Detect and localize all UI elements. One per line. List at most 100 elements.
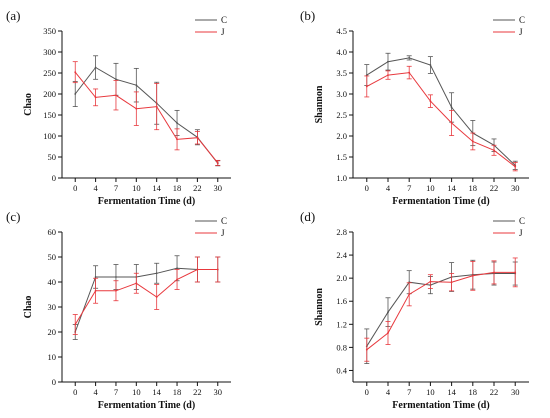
y-tick-label: 30 xyxy=(48,302,57,312)
data-point xyxy=(216,161,219,164)
data-point xyxy=(450,106,453,109)
y-tick-label: 300 xyxy=(43,47,56,57)
x-tick-label: 14 xyxy=(447,183,456,193)
data-point xyxy=(115,276,117,278)
x-tick-label: 0 xyxy=(73,183,77,193)
y-tick-label: 2.8 xyxy=(336,227,347,237)
y-axis-title: Chao xyxy=(23,296,34,319)
legend-label-C: C xyxy=(221,216,227,226)
x-tick-label: 18 xyxy=(173,387,182,397)
x-tick-label: 10 xyxy=(426,387,435,397)
x-tick-label: 0 xyxy=(365,387,369,397)
x-tick-label: 0 xyxy=(73,387,77,397)
x-tick-label: 30 xyxy=(511,387,520,397)
data-point xyxy=(115,78,117,81)
data-point xyxy=(429,64,432,66)
data-point xyxy=(74,71,77,74)
legend: CJ xyxy=(493,15,525,37)
data-point xyxy=(115,94,117,97)
data-point xyxy=(365,85,368,88)
data-point xyxy=(135,107,138,110)
x-axis-title: Fermentation Time (d) xyxy=(98,196,195,207)
data-point xyxy=(471,140,474,143)
x-tick-label: 4 xyxy=(386,183,391,193)
y-tick-label: 2.5 xyxy=(336,110,347,120)
legend-label-J: J xyxy=(221,228,225,238)
x-tick-label: 22 xyxy=(193,387,202,397)
x-tick-label: 30 xyxy=(214,387,223,397)
series-line xyxy=(74,267,218,333)
legend: CJ xyxy=(195,216,227,238)
x-tick-label: 10 xyxy=(132,183,141,193)
y-tick-label: 150 xyxy=(43,110,56,120)
data-point xyxy=(94,289,97,292)
data-point xyxy=(429,280,432,283)
data-point xyxy=(216,268,219,271)
y-tick-label: 250 xyxy=(43,68,56,78)
data-point xyxy=(176,267,178,270)
legend-label-C: C xyxy=(519,15,525,25)
y-tick-label: 20 xyxy=(48,327,57,337)
data-point xyxy=(155,272,158,275)
data-point xyxy=(155,296,158,298)
data-point xyxy=(155,105,158,108)
legend-label-C: C xyxy=(221,15,227,25)
series-line xyxy=(74,71,219,164)
panel-label: (b) xyxy=(300,8,315,23)
y-tick-label: 4.0 xyxy=(336,47,347,57)
data-point xyxy=(176,278,178,281)
series-line xyxy=(366,57,516,166)
data-point xyxy=(196,268,199,271)
y-tick-label: 0.8 xyxy=(336,342,347,352)
data-point xyxy=(514,165,517,168)
x-axis-title: Fermentation Time (d) xyxy=(392,400,489,411)
y-tick-label: 3.0 xyxy=(336,89,347,99)
y-tick-label: 1.6 xyxy=(336,296,347,306)
x-tick-label: 7 xyxy=(407,387,411,397)
x-tick-label: 22 xyxy=(490,387,499,397)
series-C xyxy=(72,55,221,167)
data-point xyxy=(514,271,517,274)
series-C xyxy=(364,259,518,364)
x-tick-label: 10 xyxy=(132,387,141,397)
y-tick-label: 0 xyxy=(52,173,56,183)
x-axis-title: Fermentation Time (d) xyxy=(392,196,489,207)
panel-label: (c) xyxy=(6,209,20,224)
y-tick-label: 40 xyxy=(48,277,57,287)
y-tick-label: 0 xyxy=(52,377,56,387)
data-point xyxy=(196,136,199,139)
y-tick-label: 10 xyxy=(48,352,57,362)
panel-label: (a) xyxy=(6,8,20,23)
x-tick-label: 22 xyxy=(193,183,202,193)
x-axis-title: Fermentation Time (d) xyxy=(98,400,195,411)
x-tick-label: 18 xyxy=(469,183,478,193)
data-point xyxy=(408,56,411,59)
data-point xyxy=(471,274,474,277)
y-tick-label: 100 xyxy=(43,131,56,141)
y-tick-label: 1.5 xyxy=(336,152,347,162)
chart-panel: (a) 0 50 100 150 200 250 300 350 0 4 7 10 14 18 22 30 Fer… xyxy=(6,8,231,207)
y-tick-label: 60 xyxy=(48,227,57,237)
data-point xyxy=(493,149,495,152)
x-tick-label: 14 xyxy=(152,387,161,397)
y-tick-label: 3.5 xyxy=(336,68,347,78)
series-line xyxy=(366,271,516,351)
legend-label-J: J xyxy=(221,27,225,37)
data-point xyxy=(365,348,368,351)
y-tick-label: 350 xyxy=(43,26,56,36)
data-point xyxy=(429,100,432,103)
data-point xyxy=(387,74,389,76)
x-tick-label: 10 xyxy=(426,183,435,193)
x-tick-label: 7 xyxy=(114,387,118,397)
panel-label: (d) xyxy=(300,209,315,224)
x-tick-label: 0 xyxy=(365,183,369,193)
chart-panel: (b) 1.0 1.5 2.0 2.5 3.0 3.5 4.0 4.5 0 4 7 10 14 18 22 30… xyxy=(300,8,529,207)
x-tick-label: 4 xyxy=(93,183,98,193)
series-J xyxy=(72,61,221,166)
y-tick-label: 0.4 xyxy=(336,365,347,375)
y-tick-label: 2.4 xyxy=(336,250,347,260)
chart-panel: (d) 0.4 0.8 1.2 1.6 2.0 2.4 2.8 0 4 7 10 14 18 22 30 Fer… xyxy=(300,209,529,411)
legend-label-J: J xyxy=(519,228,523,238)
series-line xyxy=(74,269,218,325)
